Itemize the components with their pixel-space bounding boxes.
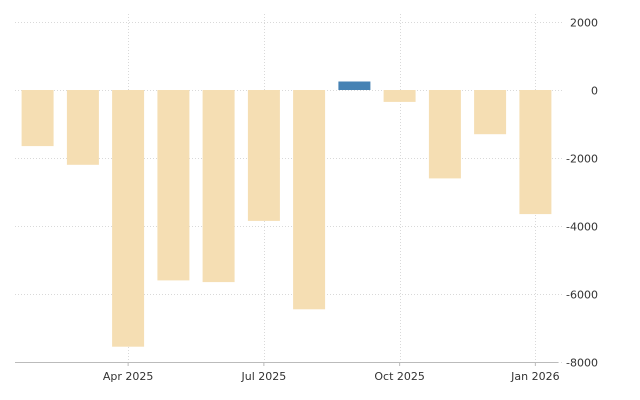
y-tick-label: -8000 [566, 357, 598, 370]
y-tick-label: -6000 [566, 289, 598, 302]
y-tick-label: 0 [591, 85, 598, 98]
bar [519, 90, 552, 215]
grid-layer [15, 14, 562, 363]
y-axis: 2000 0 -2000 -4000 -6000 -8000 [566, 17, 598, 370]
x-tick-label: Apr 2025 [103, 370, 154, 383]
bar [338, 81, 371, 90]
bar [474, 90, 507, 135]
bar [293, 90, 326, 310]
y-tick-label: 2000 [570, 17, 598, 30]
bar [247, 90, 280, 221]
bar [383, 90, 416, 102]
y-tick-label: -2000 [566, 153, 598, 166]
bar [157, 90, 190, 281]
bar [202, 90, 235, 283]
bar [112, 90, 145, 347]
bar [428, 90, 461, 179]
x-axis: Apr 2025 Jul 2025 Oct 2025 Jan 2026 [15, 362, 560, 383]
x-tick-label: Jan 2026 [510, 370, 559, 383]
x-tick-label: Oct 2025 [374, 370, 425, 383]
x-tick-label: Jul 2025 [240, 370, 286, 383]
bar [66, 90, 99, 165]
bar [21, 90, 54, 147]
bar-layer [21, 81, 552, 347]
y-tick-label: -4000 [566, 221, 598, 234]
